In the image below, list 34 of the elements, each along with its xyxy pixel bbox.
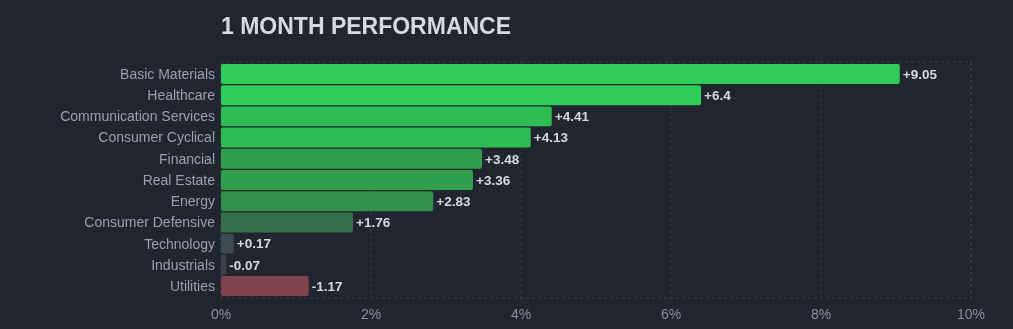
y-tick-label: Technology bbox=[144, 235, 215, 252]
y-tick-label: Basic Materials bbox=[120, 65, 215, 82]
x-tick-label: 10% bbox=[956, 306, 986, 322]
data-label: +3.48 bbox=[485, 151, 520, 167]
data-label: +3.36 bbox=[476, 172, 511, 188]
y-tick-label: Real Estate bbox=[142, 171, 216, 188]
bar bbox=[221, 106, 552, 127]
x-tick-label: 0% bbox=[210, 306, 232, 322]
data-label: +6.4 bbox=[704, 87, 732, 103]
data-label: +4.13 bbox=[533, 130, 569, 146]
x-tick-label: 4% bbox=[510, 306, 532, 322]
data-label: +1.76 bbox=[356, 215, 391, 231]
data-label: +4.41 bbox=[554, 109, 590, 125]
y-tick-label: Healthcare bbox=[147, 87, 216, 104]
x-tick-label: 8% bbox=[810, 306, 832, 322]
y-tick-label: Energy bbox=[170, 193, 215, 210]
y-tick-label: Consumer Defensive bbox=[84, 214, 216, 231]
data-label: +2.83 bbox=[436, 193, 471, 209]
x-tick-label: 6% bbox=[660, 306, 682, 322]
bar bbox=[221, 276, 309, 296]
y-tick-label: Industrials bbox=[151, 256, 215, 273]
data-label: +0.17 bbox=[236, 236, 271, 252]
y-tick-label: Consumer Cyclical bbox=[98, 129, 215, 146]
chart-title: 1 MONTH PERFORMANCE bbox=[221, 13, 512, 39]
bar bbox=[221, 127, 531, 148]
bar bbox=[221, 191, 434, 212]
y-tick-label: Communication Services bbox=[60, 108, 215, 125]
data-label: -0.07 bbox=[229, 257, 261, 273]
x-tick-label: 2% bbox=[360, 306, 382, 322]
bar bbox=[221, 212, 353, 233]
data-label: -1.17 bbox=[311, 278, 343, 294]
data-label: +9.05 bbox=[902, 66, 938, 82]
y-tick-label: Utilities bbox=[169, 277, 215, 294]
y-tick-label: Financial bbox=[158, 150, 215, 167]
